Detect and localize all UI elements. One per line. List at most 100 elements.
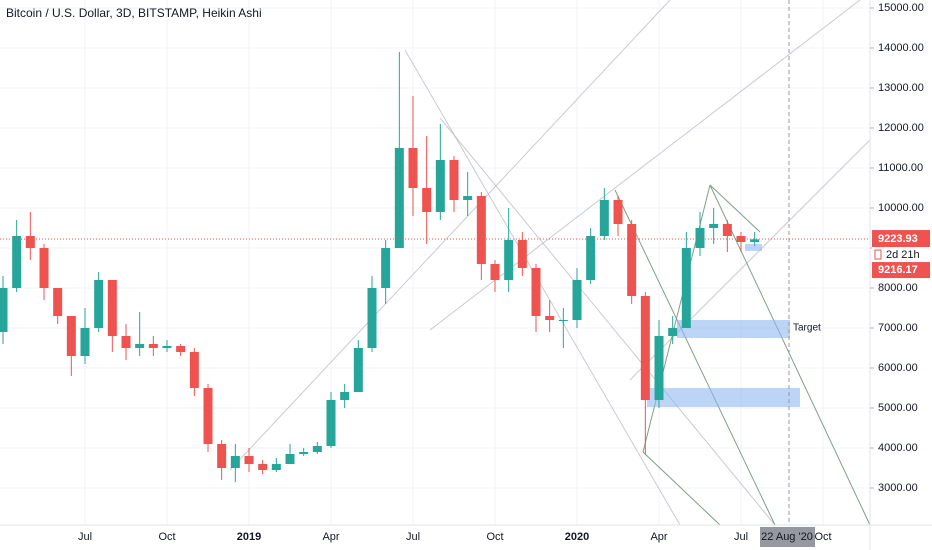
x-tick-label: 2019 [237,531,261,543]
candle-body [517,240,527,268]
trend-line [439,117,776,526]
candle-body [545,316,555,320]
y-tick-label: 11000.00 [878,162,923,174]
candle-body [449,160,459,200]
candle-body [381,248,391,288]
candle-body [230,456,240,468]
y-tick-label: 14000.00 [878,42,924,54]
candle-body [476,196,486,264]
candle-body [463,196,473,200]
candle-body [25,236,35,248]
candle-body [504,240,514,280]
candle-body [340,392,350,400]
candle-body [135,344,145,348]
candle-body [203,388,213,444]
x-tick-label: Oct [486,531,503,543]
x-tick-label: Jul [78,531,92,543]
candle-body [422,188,432,212]
candle-body [531,268,541,316]
countdown-label: 2d 21h [886,249,920,261]
y-tick-label: 10000.00 [878,202,924,214]
last-close-label: 9216.17 [878,264,918,276]
candle-body [80,328,90,356]
candle-body [353,348,363,392]
candle-body [640,296,650,400]
y-tick-label: 15000.00 [878,2,924,14]
candle-body [627,224,637,296]
candle-body [326,400,336,446]
candle-body [681,248,691,328]
trend-line [229,0,671,471]
candle-body [39,248,49,288]
candle-body [312,446,322,452]
chart-title: Bitcoin / U.S. Dollar, 3D, BITSTAMP, Hei… [6,6,262,20]
last-price-bg [872,230,930,248]
zone [677,320,790,338]
candle-body [189,352,199,388]
y-tick-label: 8000.00 [878,282,918,294]
y-tick-label: 5000.00 [878,402,918,414]
candle-body [394,148,404,248]
candle-body [121,336,131,348]
candle-body [709,224,719,228]
y-tick-label: 13000.00 [878,82,924,94]
candle-body [599,200,609,236]
y-tick-label: 12000.00 [878,122,924,134]
y-tick-label: 7000.00 [878,322,918,334]
candle-body [367,288,377,348]
trend-line [429,0,861,331]
pitchfork-line [614,189,776,526]
labels: 3000.00 4000.00 5000.00 6000.00 7000.00 8000.… [78,2,930,543]
candle-body [285,454,295,464]
candle-body [148,344,158,348]
candle-body [558,320,568,321]
zone [647,388,800,407]
candle-body [695,228,705,248]
x-tick-label: Oct [158,531,175,543]
candle-body [299,452,309,454]
annotation: Target [793,323,821,334]
candle-body [258,464,268,470]
y-tick-label: 6000.00 [878,362,918,374]
x-tick-label: Apr [650,531,667,543]
candle-body [750,239,760,242]
pitchfork-line [642,451,721,526]
candle-body [94,280,104,328]
candle-body [176,346,186,352]
last-price-label: 9223.93 [878,233,918,245]
last-close-bg [872,262,930,279]
x-tick-label: Jul [734,531,748,543]
candle-body [490,264,500,280]
y-tick-label: 4000.00 [878,442,918,454]
candle-body [12,236,22,288]
candle-body [654,336,664,400]
candle-body [217,444,227,468]
y-tick-label: 3000.00 [878,482,918,494]
cursor-label: 22 Aug '20 [761,531,813,543]
x-tick-label: Apr [322,531,339,543]
zone [745,244,762,251]
candle-body [0,288,8,332]
candle-body [244,456,254,464]
candle-body [722,224,732,236]
candle-body [586,236,596,280]
candle-body [668,328,678,336]
drawings [229,0,871,526]
trend-line [404,49,681,526]
candle-body [613,200,623,224]
candle-body [66,316,76,356]
trend-line [629,139,871,381]
candle-body [271,464,281,470]
candle-body [572,280,582,320]
candles [0,52,870,482]
countdown-icon [874,249,882,260]
candle-body [107,280,117,336]
candle-body [435,160,445,212]
pitchfork-line [709,184,761,233]
x-tick-label: Oct [814,531,831,543]
x-tick-label: 2020 [565,531,589,543]
countdown-bg [872,247,930,264]
x-tick-label: Jul [406,531,420,543]
